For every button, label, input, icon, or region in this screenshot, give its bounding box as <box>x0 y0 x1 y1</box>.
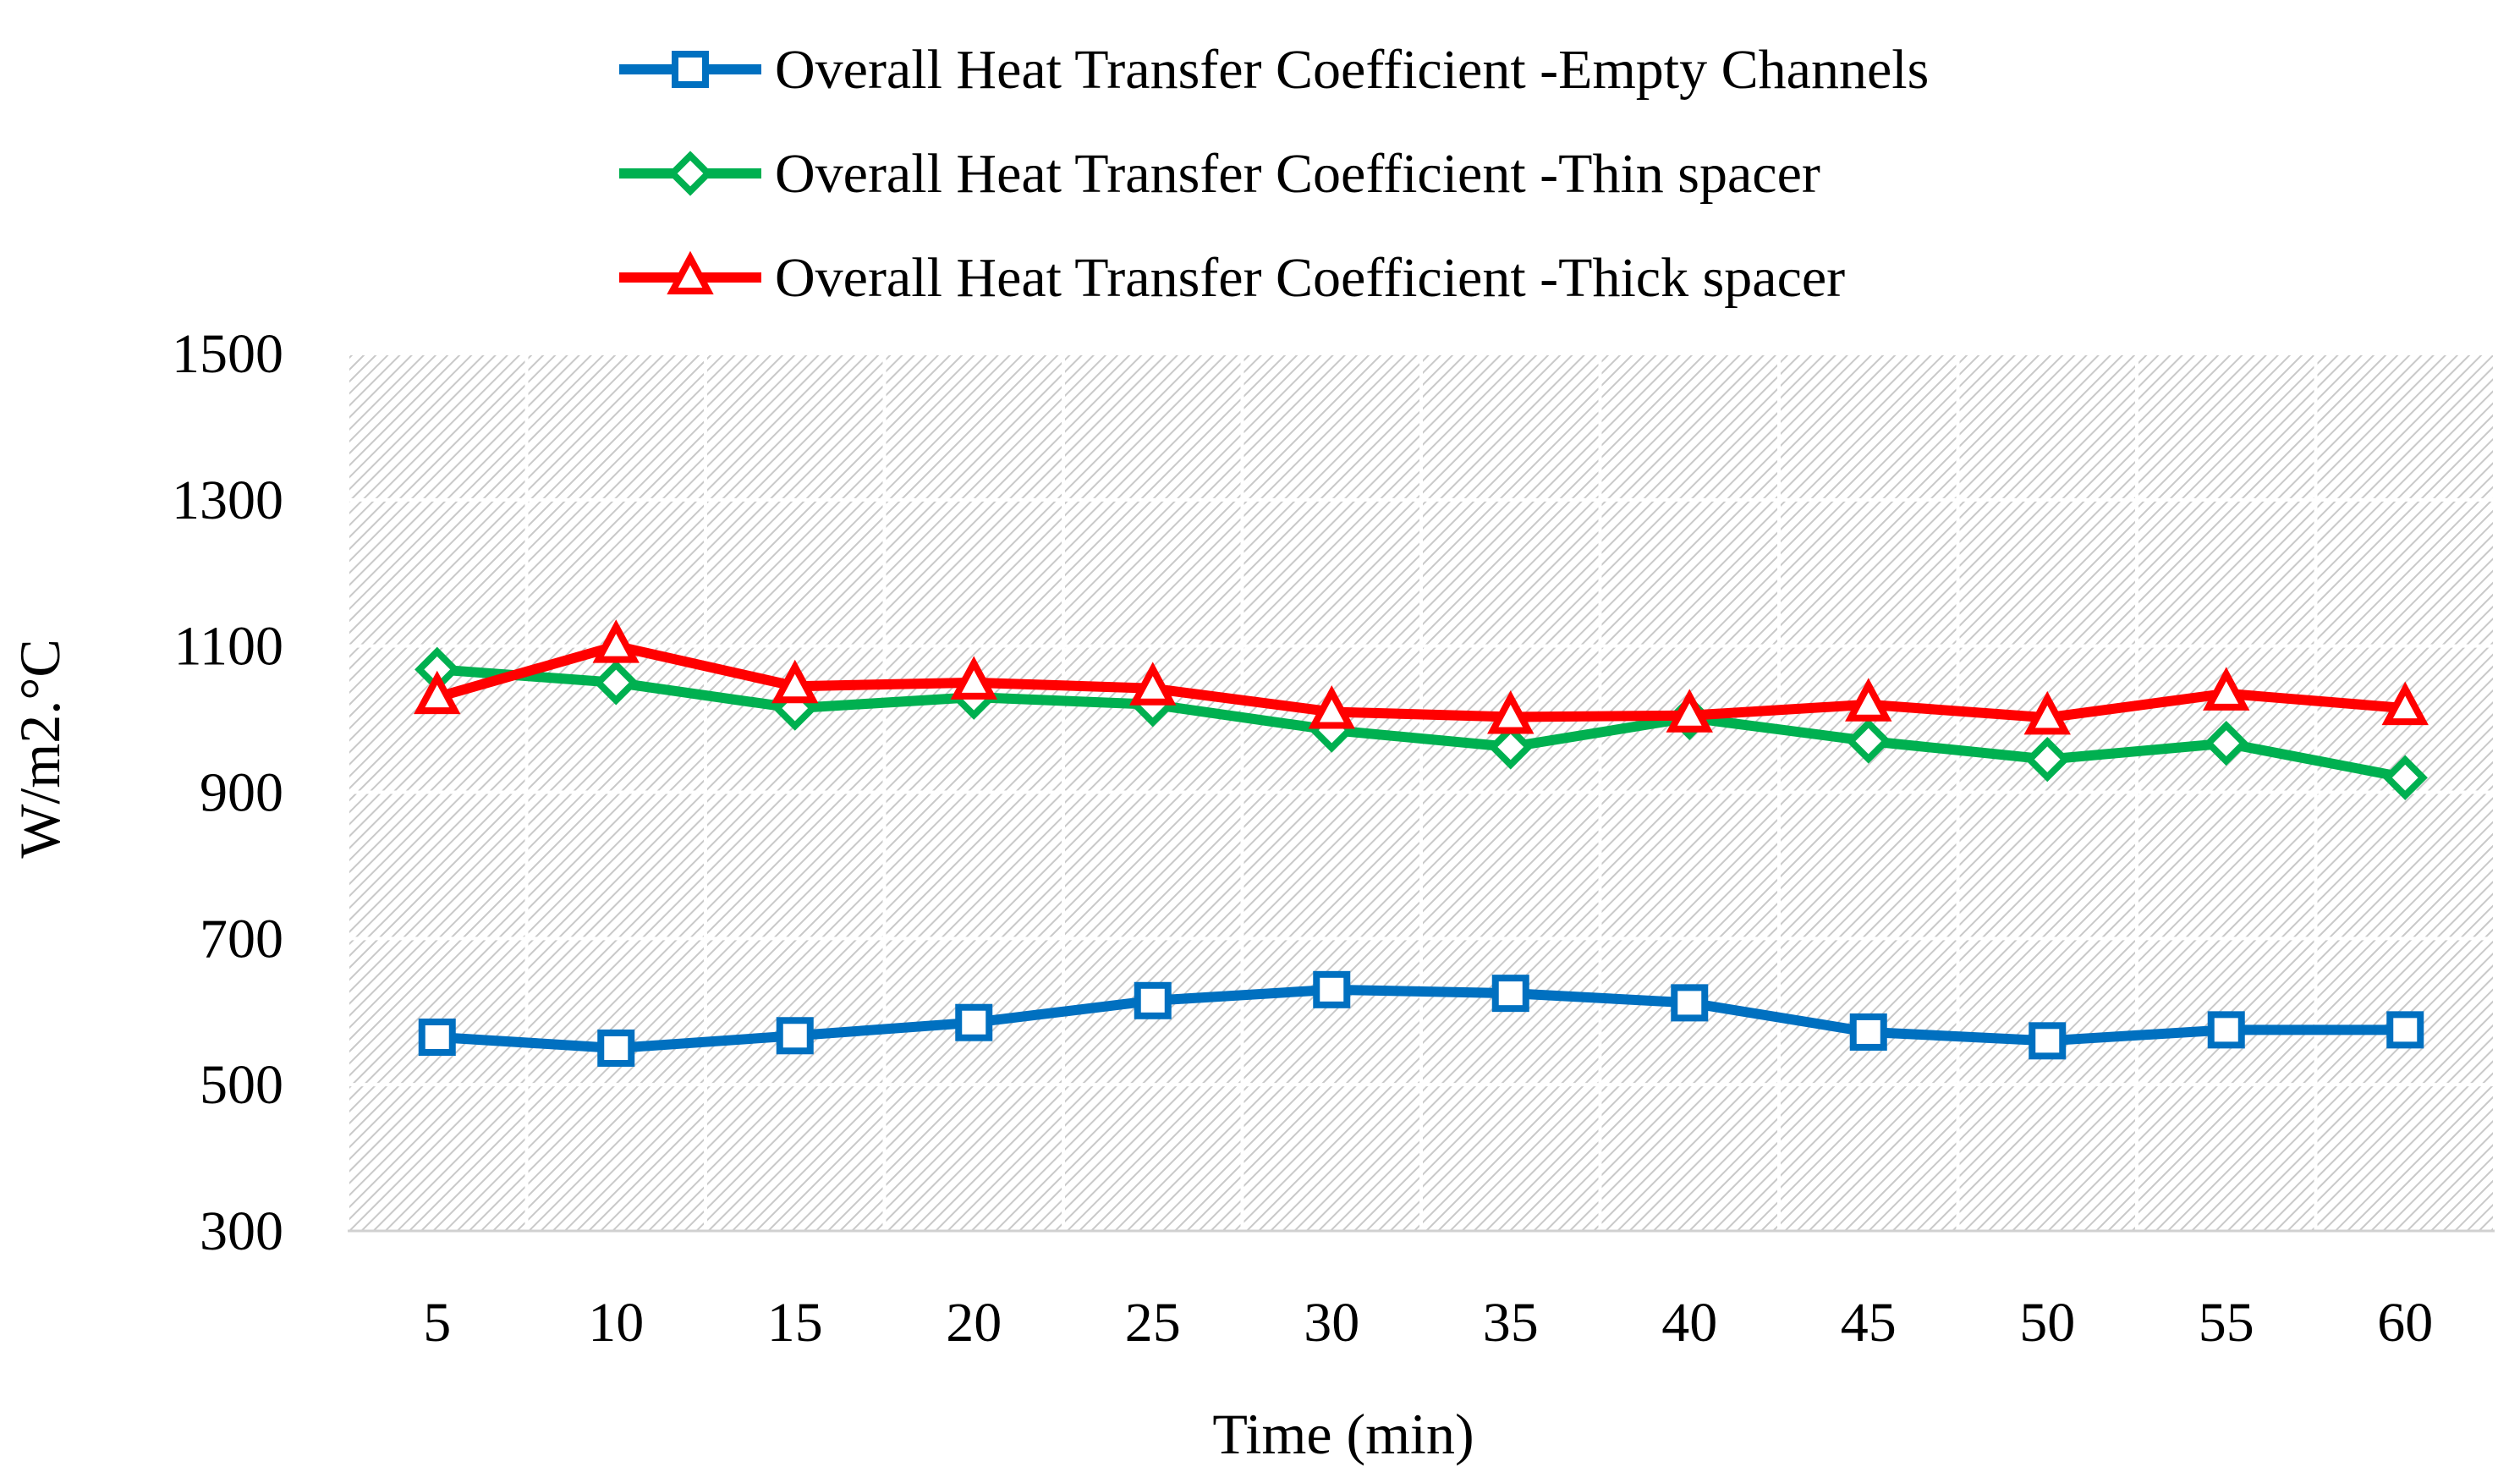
data-point <box>2386 1011 2424 1049</box>
data-point <box>414 670 461 715</box>
x-tick-label: 10 <box>588 1292 644 1354</box>
data-point <box>2024 736 2070 783</box>
series-line <box>436 664 2407 783</box>
x-axis-ticks: 5 10 15 20 25 30 35 40 45 50 55 60 <box>423 1292 2433 1354</box>
data-point <box>2203 667 2250 711</box>
data-point <box>1488 724 1534 770</box>
data-point <box>2204 720 2249 766</box>
series <box>414 619 2429 1067</box>
x-tick-label: 25 <box>1125 1292 1181 1354</box>
legend-label: Overall Heat Transfer Coefficient -Thick… <box>775 247 1845 309</box>
series-3 <box>414 619 2429 735</box>
legend-marker <box>667 250 714 294</box>
legend-marker <box>667 151 713 196</box>
x-tick-label: 40 <box>1661 1292 1717 1354</box>
y-axis-title: W/m2.°C <box>8 639 72 859</box>
grid <box>346 352 2496 1231</box>
data-point <box>771 659 819 704</box>
series-line <box>436 640 2406 723</box>
data-point <box>1487 690 1535 734</box>
y-tick-label: 1100 <box>173 616 283 678</box>
data-point <box>1671 984 1709 1022</box>
data-point <box>1666 689 1713 733</box>
data-point <box>1134 981 1172 1019</box>
data-point <box>955 1003 993 1041</box>
data-point <box>2207 1011 2245 1049</box>
data-point <box>1845 678 1892 722</box>
data-point <box>2029 1022 2067 1060</box>
data-point <box>1313 970 1351 1008</box>
data-point <box>2381 681 2429 726</box>
data-point <box>2023 690 2071 735</box>
data-point <box>950 656 997 700</box>
data-point <box>2382 755 2428 800</box>
data-point <box>1491 975 1529 1013</box>
data-point <box>1849 1013 1887 1051</box>
y-tick-label: 500 <box>200 1054 283 1116</box>
x-axis-title: Time (min) <box>1212 1402 1474 1466</box>
legend-marker <box>672 51 709 88</box>
y-tick-label: 1500 <box>172 323 283 385</box>
series-1 <box>418 970 2424 1067</box>
x-tick-label: 60 <box>2377 1292 2433 1354</box>
x-tick-label: 45 <box>1841 1292 1897 1354</box>
x-tick-label: 35 <box>1483 1292 1539 1354</box>
x-tick-label: 55 <box>2199 1292 2254 1354</box>
data-point <box>593 660 639 706</box>
data-point <box>597 1029 635 1067</box>
x-tick-label: 15 <box>767 1292 823 1354</box>
y-tick-label: 700 <box>200 908 283 969</box>
data-point <box>1308 685 1355 729</box>
y-tick-label: 300 <box>200 1200 283 1262</box>
data-point <box>1846 718 1891 764</box>
x-tick-label: 20 <box>946 1292 1002 1354</box>
y-axis-ticks: 300 500 700 900 1100 1300 1500 <box>172 323 283 1262</box>
legend-label: Overall Heat Transfer Coefficient -Empty… <box>775 39 1929 101</box>
data-point <box>1129 662 1177 706</box>
legend-item: Overall Heat Transfer Coefficient -Thick… <box>619 247 1845 309</box>
x-tick-label: 5 <box>423 1292 451 1354</box>
x-tick-label: 30 <box>1304 1292 1359 1354</box>
series-line <box>436 984 2406 1053</box>
y-tick-label: 900 <box>200 762 283 824</box>
legend-item: Overall Heat Transfer Coefficient -Empty… <box>619 39 1929 101</box>
legend-label: Overall Heat Transfer Coefficient -Thin … <box>775 143 1820 205</box>
data-point <box>592 619 640 663</box>
legend: Overall Heat Transfer Coefficient -Empty… <box>619 39 1929 309</box>
legend-item: Overall Heat Transfer Coefficient -Thin … <box>619 143 1820 205</box>
x-tick-label: 50 <box>2019 1292 2075 1354</box>
data-point <box>418 1018 456 1056</box>
y-tick-label: 1300 <box>172 470 283 531</box>
data-point <box>776 1017 814 1055</box>
